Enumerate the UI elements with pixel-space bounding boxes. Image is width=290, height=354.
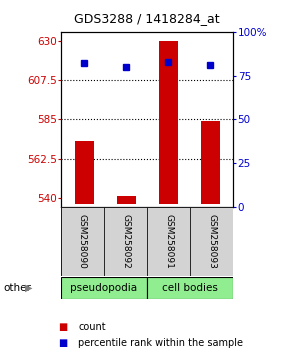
Text: GDS3288 / 1418284_at: GDS3288 / 1418284_at: [74, 12, 219, 25]
Text: GSM258093: GSM258093: [207, 214, 216, 269]
Text: ■: ■: [58, 322, 67, 332]
Text: ▶: ▶: [25, 283, 33, 293]
Bar: [61, 277, 147, 299]
Bar: [104, 207, 147, 276]
Bar: [190, 207, 233, 276]
Bar: [147, 277, 233, 299]
Bar: [159, 41, 178, 204]
Text: other: other: [3, 283, 31, 293]
Bar: [75, 141, 93, 204]
Text: cell bodies: cell bodies: [162, 283, 218, 293]
Text: GSM258092: GSM258092: [121, 214, 130, 269]
Text: percentile rank within the sample: percentile rank within the sample: [78, 338, 243, 348]
Text: GSM258090: GSM258090: [78, 214, 87, 269]
Text: GSM258091: GSM258091: [164, 214, 173, 269]
Text: pseudopodia: pseudopodia: [70, 283, 137, 293]
Bar: [117, 196, 136, 204]
Bar: [201, 121, 220, 204]
Bar: [147, 207, 190, 276]
Text: count: count: [78, 322, 106, 332]
Bar: [61, 207, 104, 276]
Text: ■: ■: [58, 338, 67, 348]
